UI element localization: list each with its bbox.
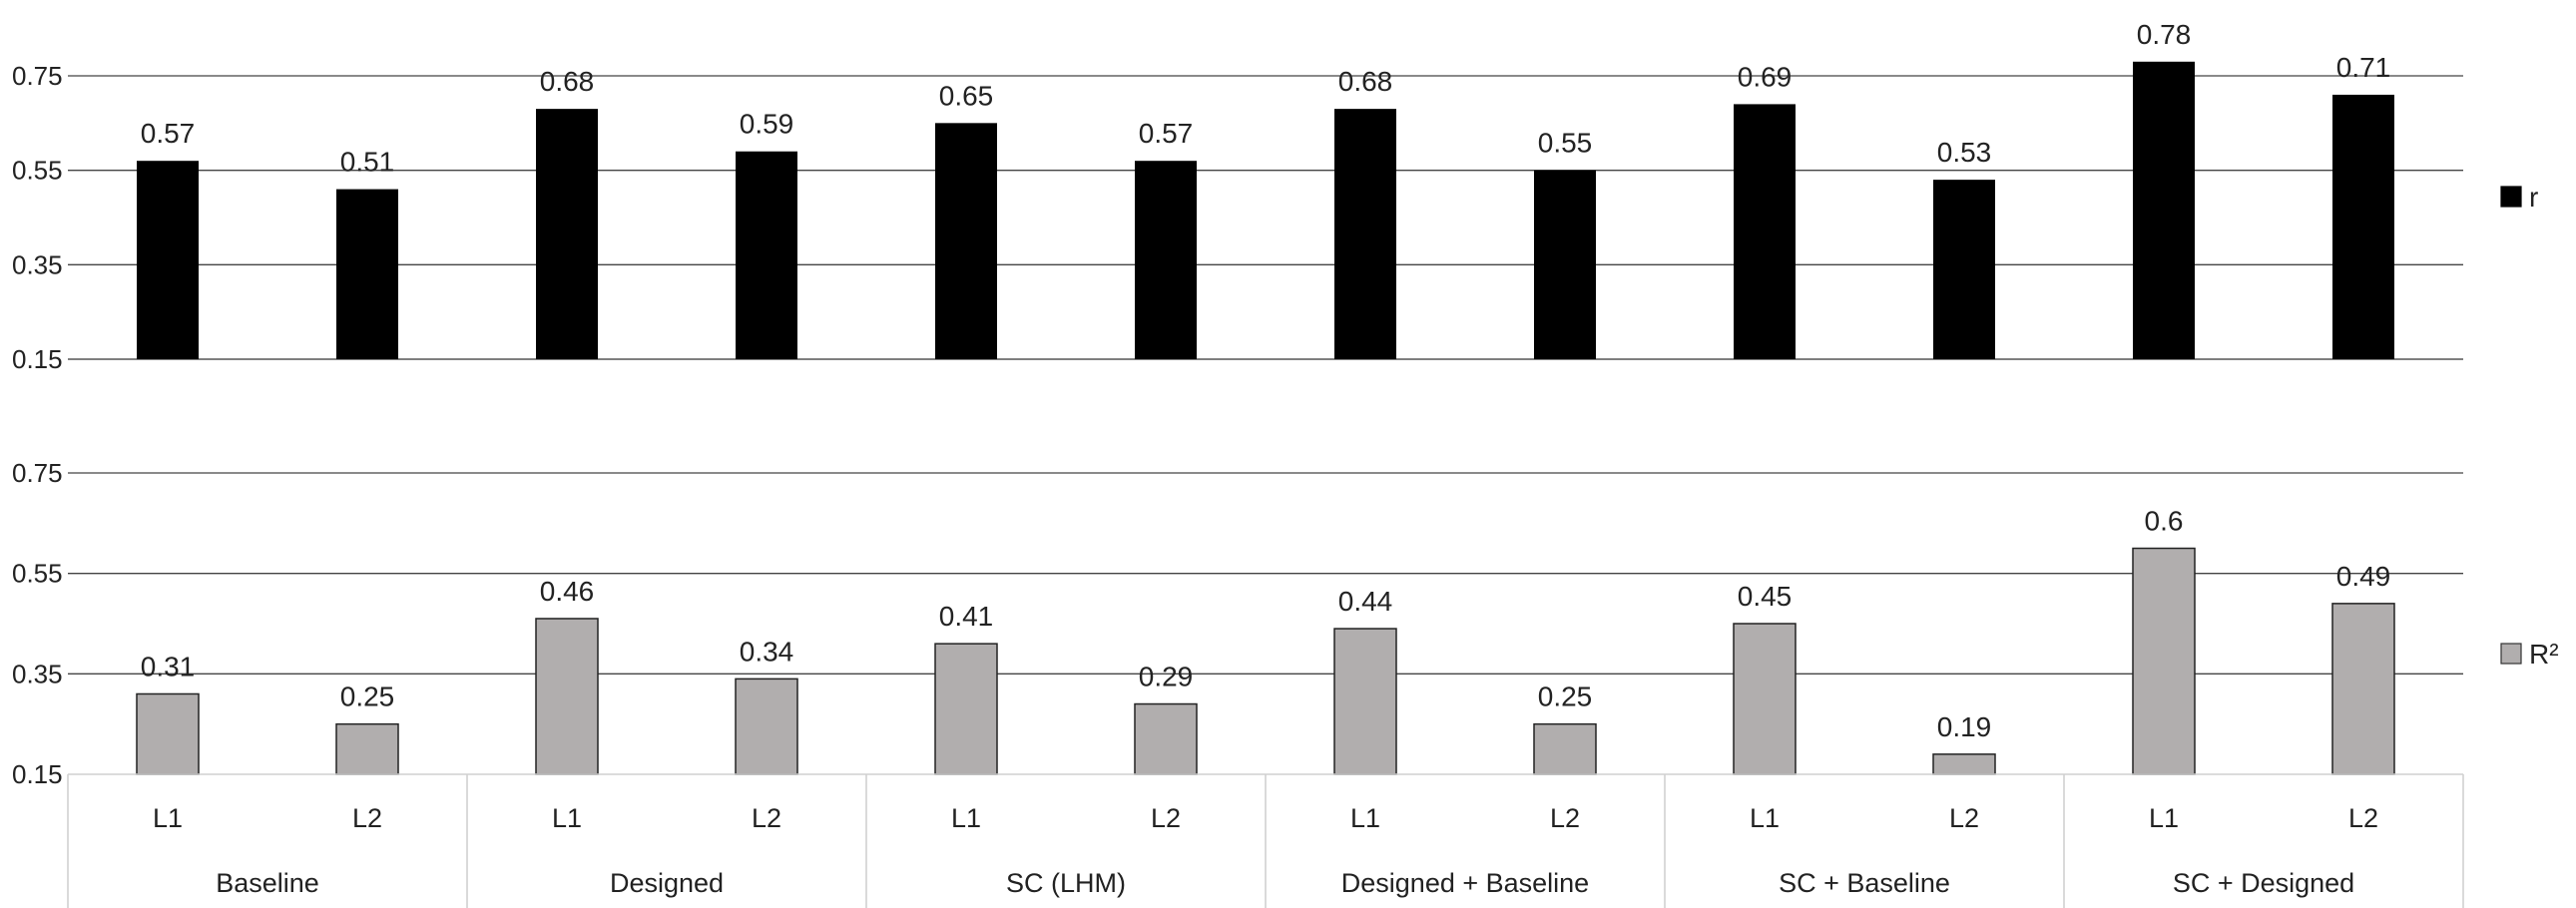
data-label: 0.41 — [939, 601, 994, 632]
group-label: SC (LHM) — [1006, 868, 1126, 898]
data-label: 0.53 — [1937, 137, 1992, 168]
legend-label: r — [2529, 182, 2538, 213]
panel-r2: 0.15 0.35 0.55 0.75 0.31 0.25 0.46 0.34 0.41 0.29… — [12, 458, 2559, 789]
sub-category-label: L1 — [153, 803, 183, 833]
data-label: 0.6 — [2145, 506, 2184, 537]
bar — [935, 123, 997, 359]
bar — [535, 618, 599, 775]
data-label: 0.69 — [1738, 61, 1793, 92]
legend-label: R² — [2529, 639, 2559, 670]
y-tick-label: 0.75 — [12, 61, 63, 91]
bar — [735, 678, 798, 775]
sub-category-label: L2 — [1550, 803, 1580, 833]
data-label: 0.68 — [540, 66, 595, 97]
bar — [1334, 109, 1396, 359]
bar — [1733, 623, 1797, 775]
data-label: 0.29 — [1139, 662, 1194, 692]
bar — [336, 189, 398, 359]
bar — [1333, 628, 1397, 775]
data-label: 0.68 — [1338, 66, 1393, 97]
data-label: 0.59 — [740, 109, 794, 140]
sub-category-label: L1 — [1750, 803, 1780, 833]
sub-category-label: L2 — [752, 803, 781, 833]
sub-category-label: L2 — [2348, 803, 2378, 833]
data-label: 0.44 — [1338, 586, 1393, 617]
sub-category-label: L2 — [1949, 803, 1979, 833]
bar — [1534, 170, 1596, 359]
bar — [736, 151, 797, 359]
bar — [1533, 722, 1597, 775]
y-tick-label: 0.35 — [12, 659, 63, 688]
bar — [2132, 547, 2196, 775]
category-axis: L1 L2 L1 L2 L1 L2 L1 L2 L1 L2 L1 L2 Baseline Designed… — [67, 773, 2464, 908]
data-label: 0.78 — [2137, 19, 2192, 50]
data-label: 0.31 — [141, 651, 196, 681]
data-label: 0.55 — [1538, 128, 1593, 159]
group-label: Designed — [610, 868, 724, 898]
y-tick-label: 0.75 — [12, 458, 63, 488]
bar — [934, 643, 998, 775]
group-label: Baseline — [216, 868, 319, 898]
y-tick-label: 0.35 — [12, 249, 63, 279]
data-label: 0.45 — [1738, 581, 1793, 612]
data-label: 0.25 — [340, 681, 395, 712]
group-label: SC + Designed — [2173, 868, 2354, 898]
sub-category-label: L2 — [352, 803, 382, 833]
bar — [335, 722, 399, 775]
legend-r: r — [2500, 182, 2538, 213]
data-label: 0.46 — [540, 576, 595, 607]
sub-category-label: L1 — [1350, 803, 1380, 833]
y-tick-label: 0.15 — [12, 344, 63, 374]
bar — [1134, 702, 1198, 775]
group-label: Designed + Baseline — [1341, 868, 1589, 898]
panel-r: 0.15 0.35 0.55 0.75 0.57 0.51 0.68 0.59 0.65 0.57… — [12, 19, 2538, 374]
bar — [2331, 603, 2395, 775]
sub-category-label: L1 — [2149, 803, 2179, 833]
data-label: 0.57 — [141, 118, 196, 149]
bar — [1932, 753, 1996, 775]
bar — [136, 692, 200, 775]
bar — [1933, 180, 1995, 359]
sub-category-label: L2 — [1151, 803, 1181, 833]
legend-swatch — [2500, 643, 2522, 665]
data-label: 0.65 — [939, 80, 994, 111]
y-tick-label: 0.15 — [12, 759, 63, 789]
data-label: 0.71 — [2336, 52, 2391, 83]
data-label: 0.51 — [340, 147, 395, 178]
bar — [137, 161, 199, 359]
data-label: 0.57 — [1139, 118, 1194, 149]
bar — [2332, 94, 2394, 359]
y-tick-label: 0.55 — [12, 559, 63, 589]
bar — [1135, 161, 1197, 359]
data-label: 0.25 — [1538, 681, 1593, 712]
data-label: 0.49 — [2336, 561, 2391, 592]
bar — [536, 109, 598, 359]
sub-category-label: L1 — [552, 803, 582, 833]
legend-swatch — [2500, 186, 2522, 208]
bar — [1734, 104, 1796, 360]
y-tick-label: 0.55 — [12, 156, 63, 186]
data-label: 0.19 — [1937, 711, 1992, 742]
data-label: 0.34 — [740, 636, 794, 667]
group-label: SC + Baseline — [1779, 868, 1950, 898]
sub-category-label: L1 — [951, 803, 981, 833]
legend-r2: R² — [2500, 639, 2559, 670]
bar — [2133, 61, 2195, 360]
